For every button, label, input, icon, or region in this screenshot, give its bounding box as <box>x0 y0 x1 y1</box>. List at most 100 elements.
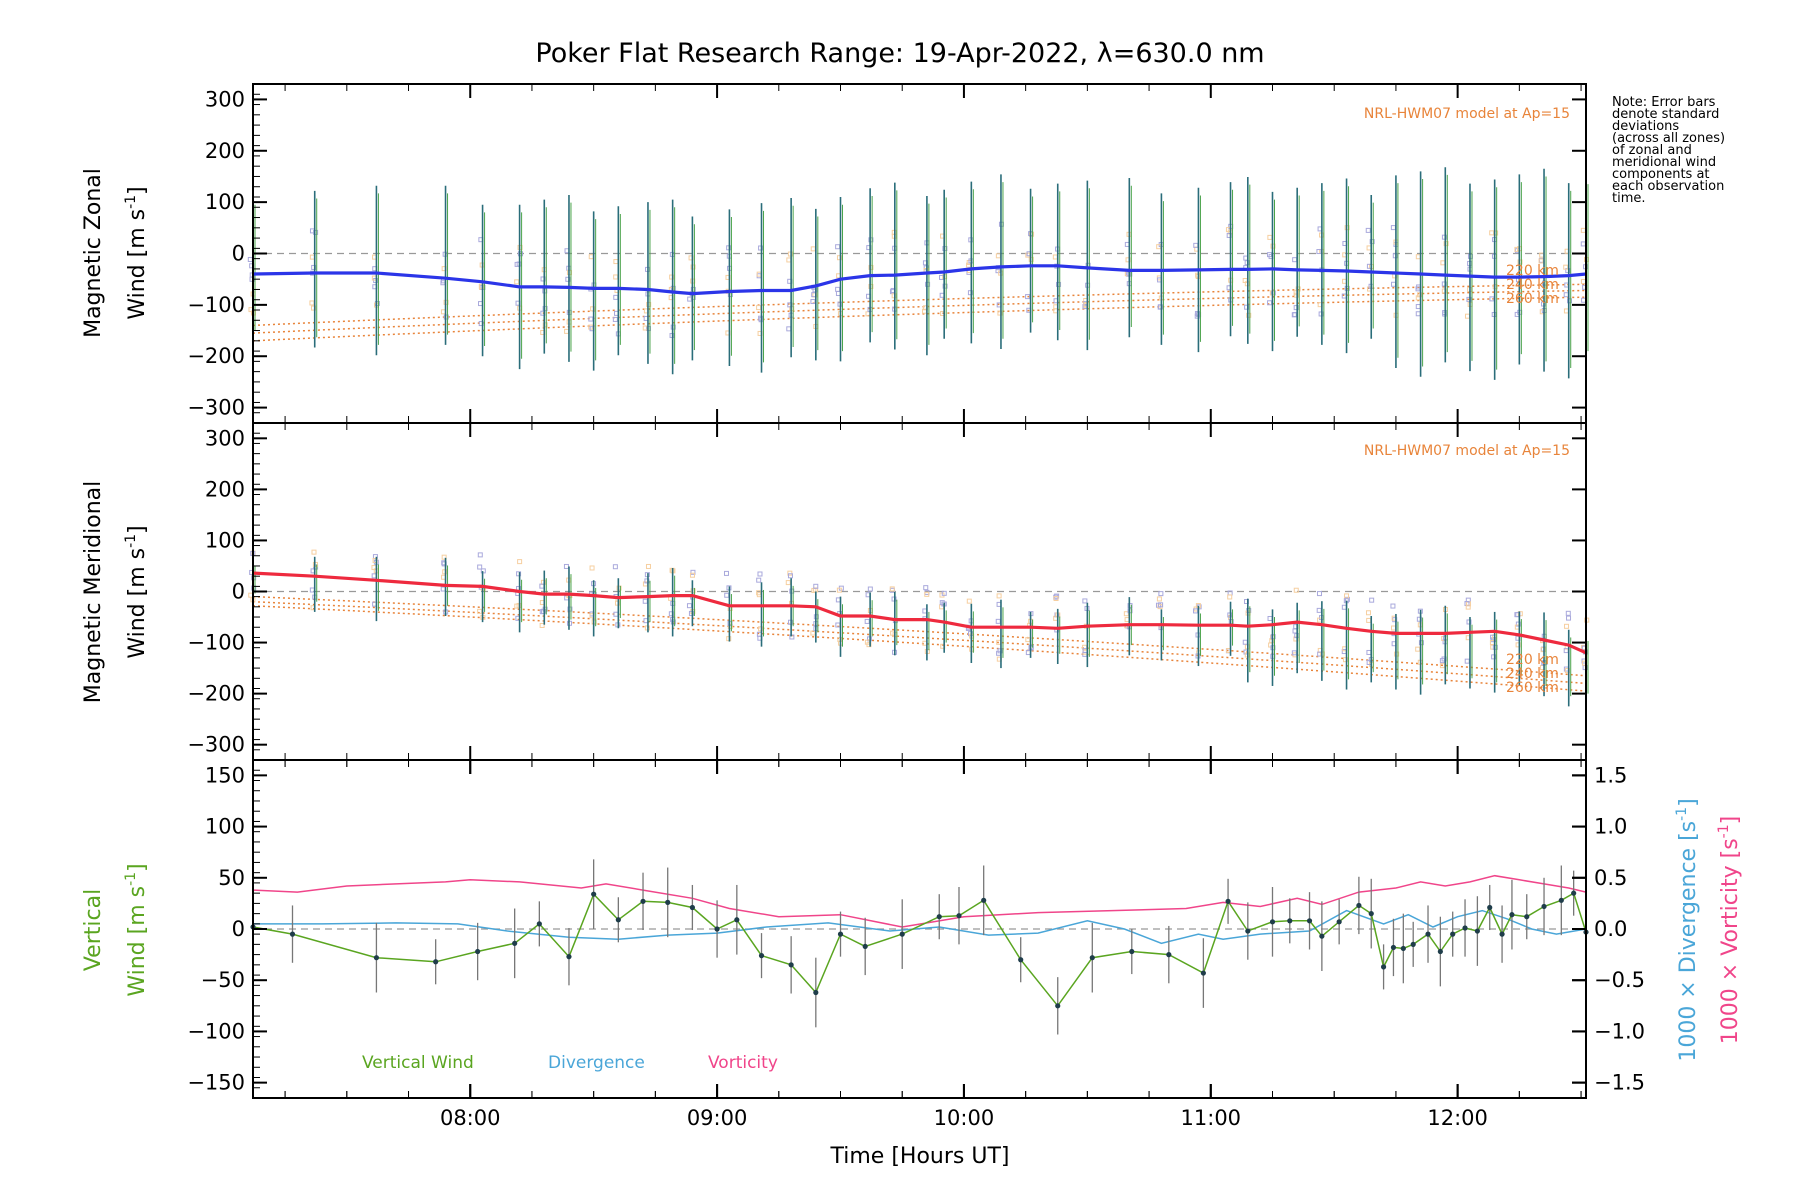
vertical-ylabel: Vertical Wind [m s-1] <box>81 863 150 996</box>
meridional-sample <box>1489 639 1495 645</box>
meridional-ylabel-line2: Wind [m s-1] <box>123 525 150 658</box>
meridional-sample <box>1156 596 1162 602</box>
meridional-model-line-2 <box>252 600 1587 685</box>
zonal-sample <box>1029 231 1035 237</box>
meridional-sample <box>1515 621 1521 627</box>
zonal-sample <box>613 294 619 300</box>
meridional-sample <box>1344 596 1350 602</box>
meridional-sample <box>690 569 696 575</box>
zonal-sample <box>758 315 764 321</box>
zonal-sample <box>835 286 841 292</box>
meridional-sample <box>1465 604 1471 610</box>
vertical-wind-point <box>665 899 671 905</box>
zonal-sample <box>517 251 523 257</box>
vertical-wind-point <box>1245 928 1251 934</box>
vertical-wind-point <box>1055 1003 1061 1009</box>
meridional-sample <box>1344 593 1350 599</box>
meridional-alt-240: 240 km <box>1506 666 1559 682</box>
meridional-alt-260: 260 km <box>1506 680 1559 696</box>
zonal-sample <box>1415 254 1421 260</box>
zonal-alt-260: 260 km <box>1506 291 1559 307</box>
zonal-sample <box>1292 257 1298 263</box>
zonal-sample <box>1390 225 1396 231</box>
divergence-ylabel: 1000 × Divergence [s-1] <box>1674 798 1701 1061</box>
meridional-sample <box>1267 615 1273 621</box>
zonal-sample <box>997 310 1003 316</box>
note-line-7: components at <box>1612 167 1710 182</box>
vertical-wind-point <box>862 943 868 950</box>
vertical-wind-point <box>640 898 646 904</box>
zonal-sample <box>1391 281 1397 287</box>
zonal-sample <box>1194 310 1200 316</box>
vertical-ylabel-line1: Vertical <box>81 889 106 971</box>
vertical-wind-point <box>689 904 695 911</box>
vertical-wind-point <box>1509 912 1515 918</box>
zonal-sample <box>588 316 594 322</box>
vertical-wind-point <box>536 921 542 927</box>
vertical-wind-point <box>1269 919 1276 925</box>
zonal-sample <box>1489 230 1495 236</box>
meridional-ytick-label: −300 <box>187 733 245 757</box>
meridional-model-line-1 <box>252 595 1587 677</box>
meridional-sample <box>1566 615 1572 621</box>
vertical-wind-point <box>899 931 905 937</box>
meridional-sample <box>966 598 972 604</box>
meridional-sample <box>1415 646 1421 652</box>
meridional-sample <box>642 598 648 604</box>
zonal-sample <box>588 254 594 260</box>
meridional-sample <box>686 603 692 609</box>
meridional-sample <box>1158 602 1164 608</box>
zonal-sample <box>1415 304 1421 310</box>
meridional-sample <box>477 564 483 570</box>
zonal-ytick-label: −100 <box>187 293 245 317</box>
zonal-sample <box>1052 254 1058 260</box>
meridional-sample <box>1291 650 1297 656</box>
divergence-y2tick-label: 0.0 <box>1594 917 1627 941</box>
zonal-sample <box>786 257 792 263</box>
vertical-wind-point <box>1499 931 1505 937</box>
zonal-sample <box>786 326 792 332</box>
meridional-sample <box>612 564 618 570</box>
meridional-sample <box>995 618 1001 624</box>
zonal-sample <box>758 245 764 251</box>
meridional-sample <box>1565 610 1571 616</box>
meridional-model-label: NRL-HWM07 model at Ap=15 <box>1364 443 1570 459</box>
zonal-ytick-label: 300 <box>205 87 245 111</box>
zonal-sample <box>613 259 619 265</box>
zonal-sample <box>1493 230 1499 236</box>
vertical-wind-point <box>1487 904 1493 911</box>
zonal-model-line-1 <box>252 283 1587 327</box>
meridional-sample <box>1365 610 1371 616</box>
meridional-sample <box>813 583 819 589</box>
divergence-y2tick-label: 1.0 <box>1594 815 1627 839</box>
meridional-sample <box>442 569 448 575</box>
zonal-sample <box>247 256 253 262</box>
zonal-sample <box>309 254 315 260</box>
vertical-panel: −150 −100 −50 0 50 100 150 −1.5 −1.0 −0.5 0.0 0.5 1.… <box>81 759 1743 1099</box>
vertical-wind-point <box>813 989 819 996</box>
zonal-sample <box>1441 234 1447 240</box>
meridional-sample <box>836 587 842 593</box>
meridional-sample <box>1369 597 1375 603</box>
vertical-wind-point <box>1368 911 1374 917</box>
meridional-sample <box>758 626 764 632</box>
meridional-sample <box>371 573 377 579</box>
note-line-8: each observation <box>1612 179 1724 194</box>
zonal-alt-220: 220 km <box>1506 263 1559 279</box>
meridional-sample <box>477 552 483 558</box>
zonal-sample <box>514 279 520 285</box>
vertical-ytick-label: 100 <box>205 815 245 839</box>
zonal-sample <box>1563 292 1569 298</box>
vertical-wind-point <box>956 913 962 919</box>
vertical-wind-point <box>734 917 740 923</box>
meridional-ytick-label: 100 <box>205 528 245 552</box>
meridional-ytick-label: 300 <box>205 426 245 450</box>
vertical-wind-point <box>1524 914 1530 920</box>
meridional-sample <box>889 586 895 592</box>
meridional-sample <box>864 618 870 624</box>
vertical-wind-point <box>1462 925 1468 931</box>
meridional-wind-line <box>252 571 1587 655</box>
zonal-wind-line <box>252 264 1587 296</box>
zonal-sample <box>1316 249 1322 255</box>
zonal-sample <box>836 255 842 261</box>
